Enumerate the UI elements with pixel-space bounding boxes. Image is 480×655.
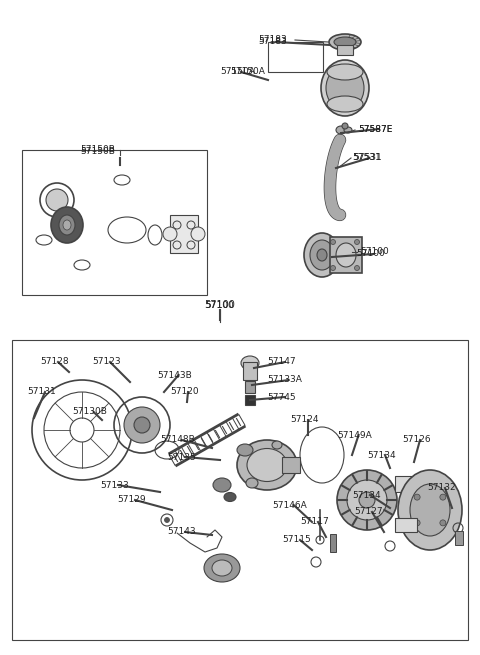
Ellipse shape [334, 37, 356, 47]
Circle shape [440, 494, 446, 500]
Text: 57124: 57124 [290, 415, 319, 424]
Bar [395, 476, 417, 492]
Bar [330, 237, 362, 273]
Bar [170, 215, 198, 253]
Text: 57587E: 57587E [358, 124, 392, 134]
Text: 57134: 57134 [352, 491, 381, 500]
Text: 57126: 57126 [402, 436, 431, 445]
Text: 57147: 57147 [267, 358, 296, 367]
Text: 57115: 57115 [282, 536, 311, 544]
Ellipse shape [410, 484, 450, 536]
Bar [395, 518, 417, 532]
Text: 57127: 57127 [354, 508, 383, 517]
Circle shape [355, 240, 360, 244]
Text: 57120: 57120 [170, 388, 199, 396]
Ellipse shape [321, 60, 369, 116]
Text: 57100: 57100 [360, 248, 389, 257]
Ellipse shape [247, 449, 287, 481]
Text: 57128: 57128 [40, 358, 69, 367]
Bar [337, 45, 353, 55]
Text: 57130B: 57130B [72, 407, 107, 417]
Text: 57134: 57134 [367, 451, 396, 460]
Text: 57148B: 57148B [160, 436, 195, 445]
Ellipse shape [359, 492, 375, 508]
Circle shape [355, 265, 360, 271]
Text: 57183: 57183 [258, 35, 287, 45]
Text: 57531: 57531 [353, 153, 382, 162]
Text: 57131: 57131 [27, 388, 56, 396]
Circle shape [331, 240, 336, 244]
Text: 57100: 57100 [205, 301, 234, 310]
Bar [22, 150, 207, 295]
Ellipse shape [59, 215, 75, 235]
Text: 57745: 57745 [267, 392, 296, 402]
Ellipse shape [304, 233, 340, 277]
Ellipse shape [63, 220, 71, 230]
Text: 57100: 57100 [204, 300, 235, 310]
Ellipse shape [241, 356, 259, 370]
Ellipse shape [224, 493, 236, 502]
Ellipse shape [204, 554, 240, 582]
Bar [455, 531, 463, 545]
Bar [12, 340, 468, 640]
Ellipse shape [337, 470, 397, 530]
Bar [245, 395, 255, 405]
Circle shape [414, 520, 420, 526]
Text: 57117: 57117 [300, 517, 329, 527]
Ellipse shape [51, 207, 83, 243]
Text: 57129: 57129 [117, 495, 145, 504]
Text: 57150A: 57150A [230, 67, 265, 77]
Ellipse shape [326, 66, 364, 110]
Circle shape [191, 227, 205, 241]
Ellipse shape [327, 64, 363, 80]
Text: 57123: 57123 [92, 358, 120, 367]
Ellipse shape [329, 34, 361, 50]
Circle shape [165, 517, 169, 523]
Ellipse shape [213, 478, 231, 492]
Bar [330, 534, 336, 552]
Bar [243, 362, 257, 380]
Text: 57100: 57100 [356, 250, 385, 259]
Circle shape [163, 227, 177, 241]
Text: 57183: 57183 [258, 37, 287, 47]
Ellipse shape [336, 126, 346, 134]
Circle shape [414, 494, 420, 500]
Text: 57143B: 57143B [157, 371, 192, 379]
Ellipse shape [344, 127, 352, 133]
Ellipse shape [336, 243, 356, 267]
Bar [268, 42, 323, 72]
Ellipse shape [272, 441, 282, 449]
Text: 57135: 57135 [167, 453, 196, 462]
Ellipse shape [317, 249, 327, 261]
Ellipse shape [46, 189, 68, 211]
Text: 57146A: 57146A [272, 500, 307, 510]
Text: 57531: 57531 [352, 153, 381, 162]
Ellipse shape [237, 440, 297, 490]
Ellipse shape [237, 444, 253, 456]
Text: 57133: 57133 [100, 481, 129, 489]
Circle shape [440, 520, 446, 526]
Text: 57132: 57132 [427, 483, 456, 493]
Ellipse shape [134, 417, 150, 433]
Circle shape [342, 123, 348, 129]
Ellipse shape [327, 96, 363, 112]
Text: 57150B: 57150B [80, 145, 115, 155]
Text: 57149A: 57149A [337, 430, 372, 440]
Circle shape [331, 265, 336, 271]
Ellipse shape [246, 478, 258, 488]
Text: 57143: 57143 [167, 527, 196, 536]
Text: 57150A: 57150A [220, 67, 255, 77]
Bar [245, 381, 255, 393]
Text: 57133A: 57133A [267, 375, 302, 384]
Ellipse shape [347, 480, 387, 520]
Ellipse shape [398, 470, 462, 550]
Text: 57150B: 57150B [80, 147, 115, 157]
Ellipse shape [310, 240, 334, 270]
Text: 57587E: 57587E [358, 126, 392, 134]
Ellipse shape [124, 407, 160, 443]
Ellipse shape [212, 560, 232, 576]
Bar [282, 457, 300, 473]
